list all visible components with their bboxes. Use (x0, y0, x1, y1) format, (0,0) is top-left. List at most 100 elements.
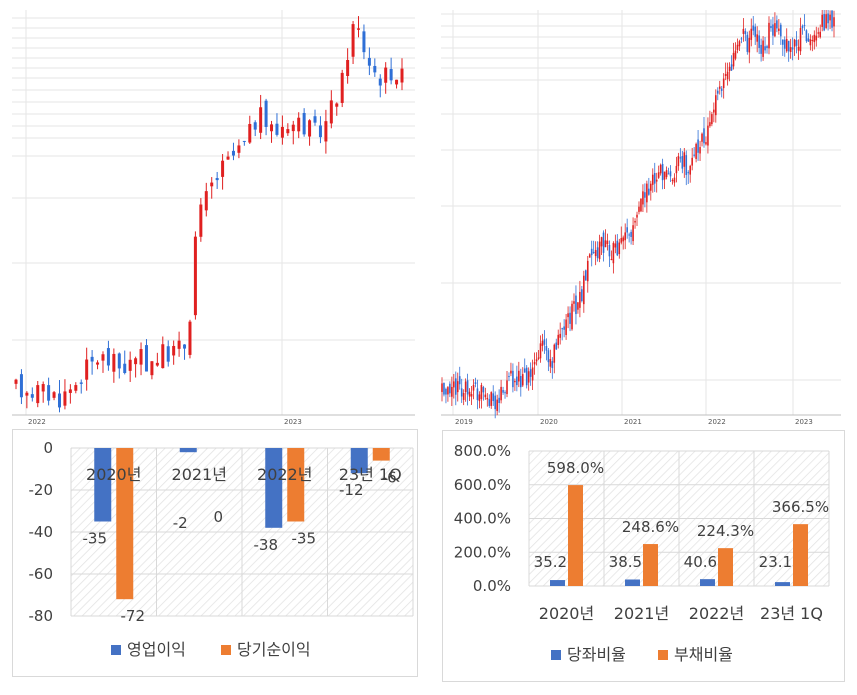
candle-body (510, 370, 512, 374)
candle-body (646, 183, 648, 203)
category-label: 23년 1Q (760, 604, 823, 623)
bar-0 (179, 448, 197, 453)
data-label: 598.0% (547, 459, 604, 477)
x-tick-label: 2019 (455, 418, 473, 426)
candle-body (689, 165, 692, 175)
candle-body (705, 142, 707, 145)
candle-body (470, 394, 473, 397)
candle-body (679, 157, 682, 159)
candle-body (215, 178, 219, 181)
candle-body (610, 259, 613, 261)
candle-body (598, 241, 601, 260)
candle-body (671, 179, 674, 181)
candle-body (571, 303, 573, 330)
candle-body (807, 38, 810, 42)
candle-body (291, 124, 295, 132)
candle-body (177, 340, 181, 349)
candle-body (667, 173, 670, 175)
candle-body (797, 46, 800, 51)
candle-body (628, 234, 630, 236)
candle-body (606, 240, 609, 245)
candle-body (85, 359, 89, 380)
bar-0 (550, 580, 565, 586)
candle-body (616, 240, 619, 256)
candle-body (280, 126, 284, 138)
y-tick-label: -40 (29, 523, 54, 541)
candle-body (210, 182, 214, 187)
bar-0 (265, 448, 283, 528)
candle-body (96, 362, 100, 365)
candle-body (693, 154, 695, 156)
candle-body (498, 397, 500, 403)
candle-body (789, 47, 792, 53)
candle-body (756, 34, 758, 42)
candle-body (221, 160, 225, 177)
candle-body (286, 129, 290, 134)
candle-body (787, 40, 790, 52)
legend-swatch (551, 650, 561, 660)
candle-body (490, 392, 493, 406)
candle-body (707, 125, 709, 146)
bar-1 (568, 485, 583, 586)
candle-body (480, 385, 483, 400)
candle-body (451, 386, 453, 397)
candle-body (734, 50, 737, 59)
operating-income-bar-chart: 0 -20 -40 -60 -80 -35 -72 2020년 -2 0 2021년 -38 -35 20… (12, 429, 418, 677)
candle-body (555, 342, 558, 350)
candle-body (155, 362, 159, 366)
candle-body (803, 24, 806, 26)
candle-body (758, 35, 760, 48)
bar-1 (372, 448, 390, 461)
candle-body (817, 32, 820, 34)
candle-body (833, 17, 835, 27)
data-label: -35 (292, 530, 317, 548)
candle-body (626, 227, 628, 233)
candle-body (389, 69, 393, 81)
candle-body (123, 363, 127, 374)
candle-body (112, 353, 116, 372)
candle-body (819, 31, 822, 38)
candle-body (581, 289, 583, 302)
candle-body (199, 204, 203, 237)
candle-body (661, 163, 664, 181)
candle-body (642, 191, 644, 205)
candle-body (144, 345, 148, 372)
category-label: 2021년 (172, 465, 227, 484)
candle-body (535, 359, 538, 362)
candle-body (541, 340, 544, 346)
candle-body (466, 380, 469, 395)
candle-body (768, 22, 770, 49)
candle-body (586, 260, 589, 282)
candle-body (780, 24, 782, 37)
candle-body (384, 67, 388, 83)
y-tick-label: 400.0% (454, 510, 511, 528)
candle-body (516, 376, 518, 386)
candle-body (308, 120, 312, 137)
category-label: 2020년 (539, 604, 594, 623)
candle-body (400, 68, 404, 83)
candle-body (827, 13, 829, 24)
candle-body (677, 156, 680, 167)
candle-body (518, 370, 520, 382)
candle-body (63, 391, 67, 406)
candle-body (502, 390, 504, 393)
candle-body (825, 14, 827, 28)
candle-body (764, 46, 766, 51)
candle-body (612, 242, 615, 264)
candle-body (592, 252, 595, 254)
candle-body (795, 39, 798, 46)
candle-body (478, 394, 481, 402)
stock-chart-2022-2023: 2022 2023 (12, 10, 415, 426)
candle-body (774, 23, 776, 37)
candle-body (720, 88, 723, 91)
candle-body (657, 172, 660, 178)
legend-label: 영업이익 (127, 640, 186, 659)
candle-body (460, 388, 463, 397)
candle-body (547, 350, 550, 363)
candle-body (588, 254, 591, 258)
candle-body (579, 291, 581, 308)
candle-body (506, 380, 508, 395)
candle-body (559, 333, 561, 338)
candle-body (357, 28, 361, 30)
category-label: 2021년 (614, 604, 669, 623)
